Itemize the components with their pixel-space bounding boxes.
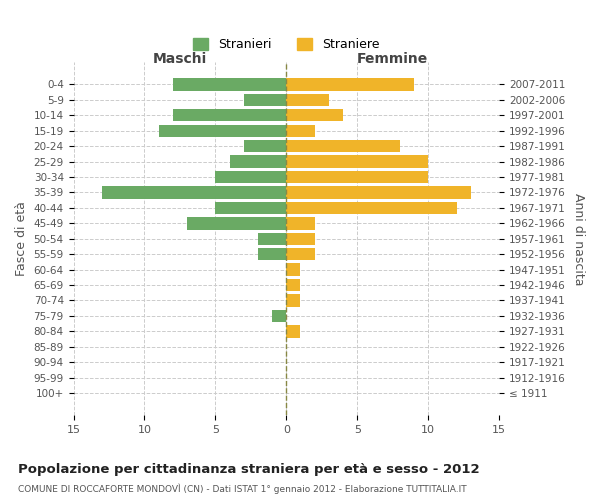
Bar: [158, 124, 286, 137]
Bar: [102, 186, 286, 198]
Bar: [286, 325, 301, 338]
Bar: [286, 140, 400, 152]
Bar: [286, 202, 457, 214]
Bar: [258, 248, 286, 260]
Y-axis label: Anni di nascita: Anni di nascita: [572, 192, 585, 285]
Bar: [286, 294, 301, 306]
Bar: [244, 140, 286, 152]
Bar: [244, 94, 286, 106]
Bar: [173, 78, 286, 90]
Bar: [215, 171, 286, 183]
Bar: [187, 217, 286, 230]
Bar: [272, 310, 286, 322]
Text: Femmine: Femmine: [357, 52, 428, 66]
Bar: [286, 217, 314, 230]
Bar: [286, 109, 343, 122]
Bar: [286, 78, 414, 90]
Bar: [173, 109, 286, 122]
Bar: [286, 156, 428, 168]
Bar: [286, 279, 301, 291]
Text: Maschi: Maschi: [153, 52, 207, 66]
Bar: [286, 124, 314, 137]
Bar: [286, 264, 301, 276]
Bar: [286, 171, 428, 183]
Bar: [286, 248, 314, 260]
Bar: [215, 202, 286, 214]
Y-axis label: Fasce di età: Fasce di età: [15, 202, 28, 276]
Text: Popolazione per cittadinanza straniera per età e sesso - 2012: Popolazione per cittadinanza straniera p…: [18, 462, 479, 475]
Bar: [230, 156, 286, 168]
Bar: [286, 232, 314, 245]
Bar: [286, 94, 329, 106]
Bar: [258, 232, 286, 245]
Legend: Stranieri, Straniere: Stranieri, Straniere: [188, 33, 385, 56]
Bar: [286, 186, 471, 198]
Text: COMUNE DI ROCCAFORTE MONDOVÌ (CN) - Dati ISTAT 1° gennaio 2012 - Elaborazione TU: COMUNE DI ROCCAFORTE MONDOVÌ (CN) - Dati…: [18, 484, 467, 494]
